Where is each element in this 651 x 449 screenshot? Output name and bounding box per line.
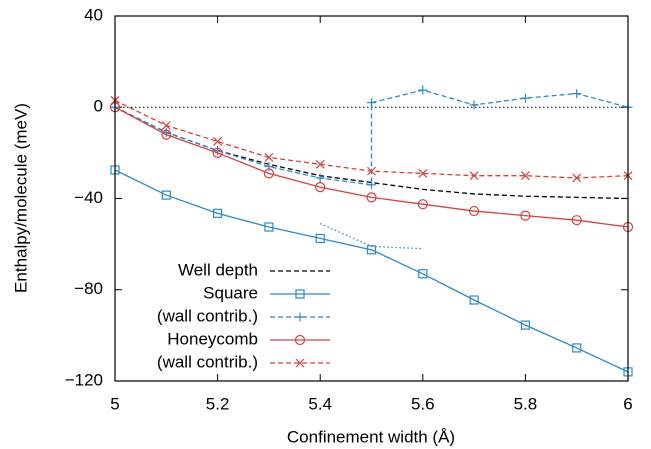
plot-frame — [114, 15, 629, 382]
legend-label: Square — [203, 283, 258, 302]
marker — [263, 168, 274, 179]
marker — [469, 100, 479, 110]
marker — [572, 89, 582, 99]
x-axis-label: Confinement width (Å) — [287, 427, 455, 446]
marker — [417, 199, 428, 210]
x-tick-label: 5.6 — [411, 394, 435, 413]
legend-marker — [295, 312, 305, 322]
marker — [264, 162, 274, 172]
y-tick-label: 0 — [94, 97, 103, 116]
legend-label: (wall contrib.) — [157, 306, 258, 325]
marker — [520, 93, 530, 103]
marker — [520, 320, 531, 330]
y-tick-label: −40 — [74, 188, 103, 207]
marker — [366, 192, 377, 203]
legend-marker — [295, 289, 305, 299]
marker — [213, 137, 223, 146]
x-tick-label: 5.8 — [514, 394, 538, 413]
marker — [315, 159, 325, 169]
marker — [366, 245, 377, 255]
marker — [315, 233, 325, 244]
marker — [418, 85, 428, 95]
marker — [367, 166, 376, 176]
legend-marker — [294, 334, 306, 346]
marker — [161, 129, 172, 140]
legend-marker — [295, 358, 305, 368]
marker — [315, 173, 325, 183]
y-tick-label: −120 — [65, 370, 103, 389]
marker — [469, 295, 479, 305]
marker — [367, 180, 376, 190]
marker — [264, 222, 274, 232]
legend-label: Well depth — [178, 260, 258, 279]
marker — [367, 98, 376, 108]
marker — [264, 153, 274, 162]
marker — [572, 343, 582, 353]
marker — [571, 215, 582, 226]
marker — [469, 205, 480, 217]
marker — [213, 208, 223, 218]
y-tick-label: 40 — [84, 5, 103, 24]
y-axis-label: Enthalpy/molecule (meV) — [11, 103, 30, 293]
marker — [572, 173, 582, 183]
x-tick-label: 5.2 — [206, 394, 230, 413]
y-tick-label: −80 — [74, 279, 103, 298]
marker — [418, 269, 428, 279]
series-line — [114, 106, 629, 228]
legend-label: Honeycomb — [167, 329, 258, 348]
marker — [315, 181, 326, 193]
series-line — [114, 169, 629, 373]
marker — [161, 121, 171, 130]
marker — [212, 147, 223, 158]
marker — [418, 168, 428, 178]
marker — [520, 171, 530, 181]
marker — [520, 210, 531, 221]
x-tick-label: 5 — [110, 394, 119, 413]
marker — [469, 171, 479, 181]
marker — [213, 146, 223, 156]
marker — [161, 190, 171, 200]
x-tick-label: 5.4 — [308, 394, 332, 413]
x-tick-label: 6 — [623, 394, 632, 413]
legend-label: (wall contrib.) — [157, 352, 258, 371]
series-line — [319, 223, 423, 250]
